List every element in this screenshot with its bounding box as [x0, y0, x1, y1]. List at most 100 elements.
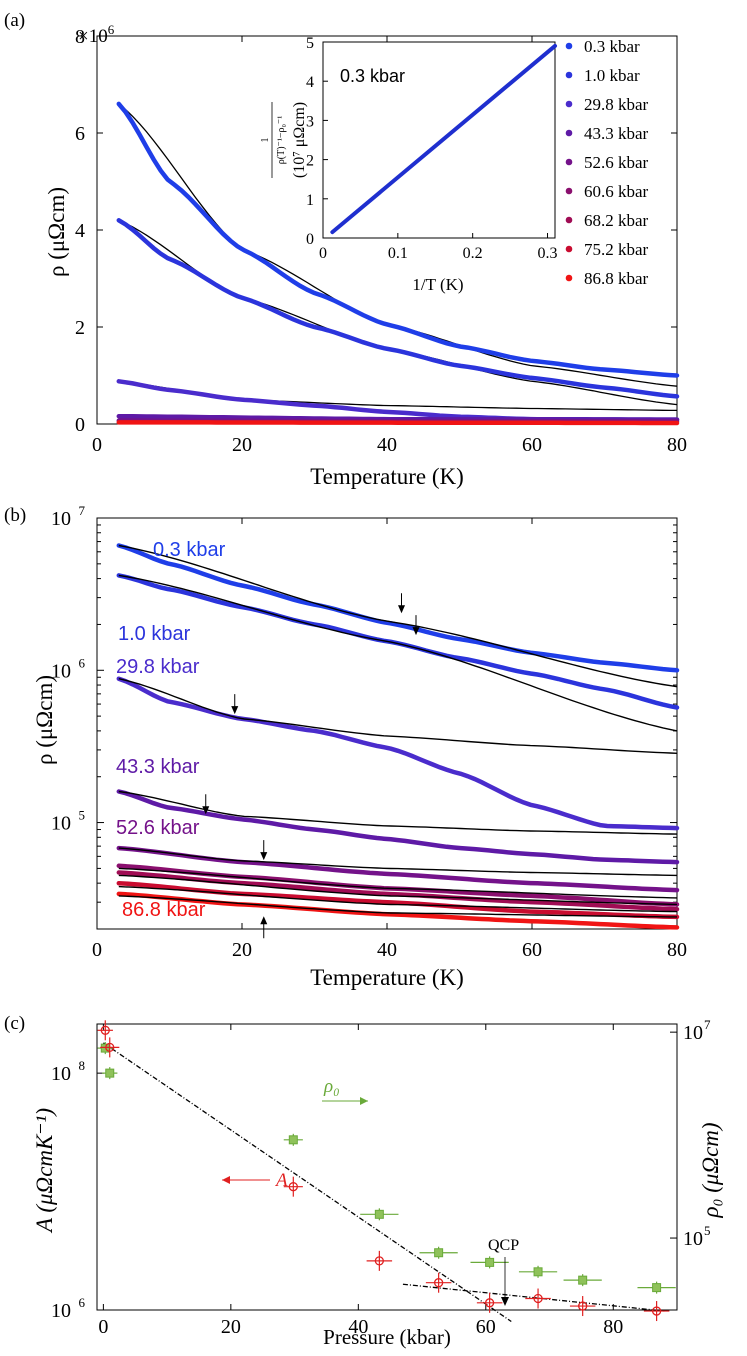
x-tick-label: 60: [522, 939, 542, 961]
panel-c-y-ticks: 10 610 810 510 7: [51, 1017, 711, 1322]
arrow-head: [398, 605, 405, 614]
legend-marker: [565, 100, 573, 108]
legend-label: 68.2 kbar: [584, 211, 649, 230]
A-point: [533, 1293, 543, 1304]
inset-y-tick-label: 1: [306, 192, 314, 209]
y-tick-label-right: 10: [683, 1228, 703, 1250]
x-tick-label: 80: [667, 434, 687, 456]
x-tick-label: 80: [667, 939, 687, 961]
inset-y-tick-label: 4: [306, 74, 314, 91]
x-tick-label: 20: [221, 1316, 241, 1338]
A-arrowhead: [222, 1176, 230, 1184]
y-tick-label: 6: [75, 123, 85, 145]
A-point: [288, 1182, 298, 1192]
x-tick-label: 40: [348, 1316, 368, 1338]
series-line: [116, 101, 680, 378]
panel-b-fit-lines: [118, 544, 678, 918]
x-tick-label: 0: [98, 1316, 108, 1338]
arrow-head: [231, 706, 239, 715]
rho0-point: [652, 1283, 662, 1293]
arrow-head: [412, 627, 420, 636]
series-line: [116, 789, 680, 865]
curve-label: 52.6 kbar: [116, 817, 200, 839]
y-tick-label: 8: [75, 26, 85, 48]
legend-marker: [565, 216, 573, 224]
y-tick-label: 4: [75, 220, 85, 242]
svg-text:(10⁷ μΩcm): (10⁷ μΩcm): [291, 102, 308, 178]
x-tick-label: 0: [92, 434, 102, 456]
qcp-arrowhead: [501, 1297, 509, 1306]
legend-marker: [565, 42, 573, 50]
y-tick-label-left: 10: [51, 1300, 71, 1322]
panel-c: (c) 0 20 40 60 80 10 610 810 510 7 Pressure (kba…: [4, 1013, 723, 1349]
curve-label: 43.3 kbar: [116, 756, 200, 778]
A-point: [578, 1301, 588, 1311]
panel-b-ylabel: ρ (μΩcm): [32, 675, 57, 765]
x-tick-label: 0: [92, 939, 102, 961]
panel-c-x-ticks: 0 20 40 60 80: [98, 1024, 623, 1338]
arrow-head: [260, 852, 268, 861]
A-point: [374, 1256, 385, 1266]
y-tick-exponent-right: 5: [704, 1223, 711, 1238]
series-line: [116, 420, 680, 426]
legend-label: 0.3 kbar: [584, 37, 640, 56]
panel-a-inset: 0 0.1 0.2 0.3 0 1 2 3 4 5 0.3 kbar 1/T (K) 1 ρ(T…: [260, 35, 558, 294]
panel-c-axes-frame: [96, 1023, 678, 1311]
fit-line: [118, 544, 678, 688]
inset-line: [330, 43, 557, 235]
series-line: [116, 573, 680, 710]
inset-x-tick-label: 0.1: [388, 245, 408, 262]
panel-a-x-ticks: 0 20 40 60 80: [92, 36, 687, 456]
x-tick-label: 60: [476, 1316, 496, 1338]
y-tick-exponent-left: 8: [79, 1058, 86, 1073]
x-tick-label: 40: [377, 434, 397, 456]
x-tick-label: 60: [522, 434, 542, 456]
panel-a-curves: [116, 101, 680, 426]
rho0-point: [105, 1068, 115, 1078]
series-line: [116, 845, 680, 893]
svg-text:ρ(T)⁻¹−ρ₀⁻¹: ρ(T)⁻¹−ρ₀⁻¹: [276, 116, 287, 164]
fit-line: [103, 1042, 512, 1323]
inset-y-tick-label: 0: [306, 231, 314, 248]
panel-b-label: (b): [4, 505, 26, 526]
A-annotation: A: [274, 1170, 288, 1191]
rho0-point: [578, 1275, 588, 1285]
y-tick-label-left: 10: [51, 1063, 71, 1085]
series-line: [116, 218, 680, 399]
y-tick-exponent-left: 6: [79, 1295, 86, 1310]
rho0-annotation: ρ₀: [323, 1076, 340, 1097]
y-tick-label-right: 10: [683, 1022, 703, 1044]
inset-label: 0.3 kbar: [340, 66, 405, 86]
curve-label: 1.0 kbar: [118, 623, 191, 645]
arrow-head: [202, 806, 210, 815]
y-tick-label: 0: [75, 414, 85, 436]
legend-label: 43.3 kbar: [584, 124, 649, 143]
legend-label: 52.6 kbar: [584, 153, 649, 172]
x-tick-label: 80: [603, 1316, 623, 1338]
series-line: [116, 676, 680, 831]
fit-line: [118, 790, 678, 835]
panel-b-y-ticks: 10 5 10 6 10 7: [51, 503, 677, 930]
curve-label: 0.3 kbar: [153, 539, 226, 561]
arrow-head: [260, 916, 268, 925]
panel-c-ylabel-left: A (μΩcmK⁻¹): [32, 1108, 57, 1234]
panel-a-y-ticks: 0 2 4 6 8: [75, 26, 677, 436]
panel-c-ylabel-right: ρ₀ (μΩcm): [698, 1122, 723, 1218]
fit-line: [118, 847, 678, 877]
y-tick-exponent-right: 7: [704, 1017, 711, 1032]
x-tick-label: 40: [377, 939, 397, 961]
legend-marker: [565, 129, 573, 137]
fit-line: [118, 574, 678, 732]
inset-y-tick-label: 3: [306, 113, 314, 130]
qcp-annotation: QCP: [488, 1237, 519, 1254]
fit-line: [118, 678, 678, 754]
rho0-point: [288, 1135, 298, 1145]
A-point: [100, 1025, 110, 1035]
panel-a-legend: 0.3 kbar 1.0 kbar 29.8 kbar 43.3 kbar 52.6 k…: [565, 37, 649, 288]
y-tick-exponent: 7: [79, 503, 86, 518]
rho0-arrowhead: [360, 1097, 368, 1105]
panel-a-xlabel: Temperature (K): [310, 464, 464, 489]
